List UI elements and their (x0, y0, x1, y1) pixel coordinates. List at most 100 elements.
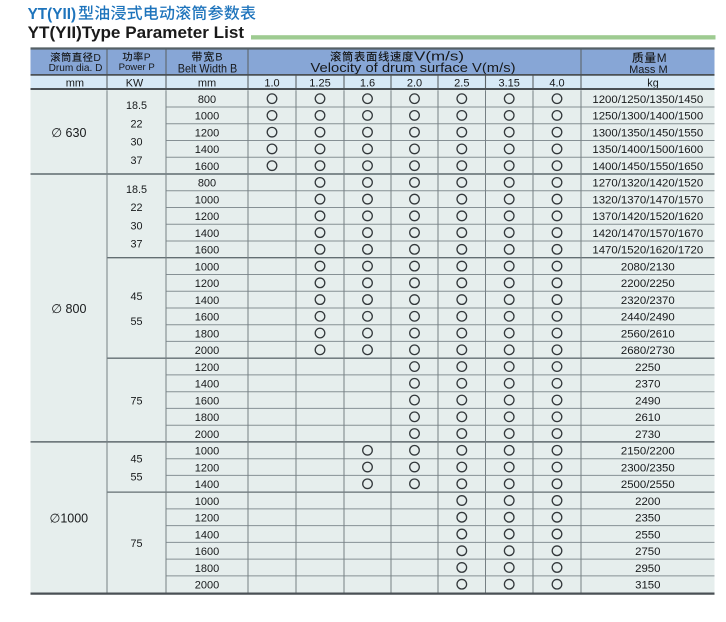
svg-text:4.0: 4.0 (549, 77, 564, 89)
svg-text:1400: 1400 (195, 295, 219, 307)
svg-text:Drum dia. D: Drum dia. D (49, 63, 103, 74)
svg-text:2200: 2200 (635, 496, 660, 508)
svg-text:75: 75 (130, 396, 142, 408)
svg-text:2300/2350: 2300/2350 (621, 462, 675, 474)
svg-text:2560/2610: 2560/2610 (621, 328, 675, 340)
svg-text:kg: kg (647, 77, 658, 89)
svg-text:V(m/s): V(m/s) (414, 49, 464, 64)
svg-text:1200: 1200 (195, 513, 219, 525)
svg-text:55: 55 (130, 316, 142, 328)
svg-text:2680/2730: 2680/2730 (621, 345, 675, 357)
svg-text:37: 37 (130, 239, 142, 251)
svg-text:2250: 2250 (635, 362, 660, 374)
svg-text:1250/1300/1400/1500: 1250/1300/1400/1500 (592, 111, 703, 123)
svg-text:mm: mm (198, 77, 216, 89)
svg-text:1420/1470/1570/1670: 1420/1470/1570/1670 (592, 228, 703, 240)
svg-text:2.0: 2.0 (407, 77, 422, 89)
svg-text:1800: 1800 (195, 328, 219, 340)
svg-text:1270/1320/1420/1520: 1270/1320/1420/1520 (592, 178, 703, 190)
svg-text:2080/2130: 2080/2130 (621, 261, 675, 273)
svg-text:∅ 630: ∅ 630 (51, 126, 86, 140)
svg-text:1800: 1800 (195, 412, 219, 424)
svg-text:1600: 1600 (195, 245, 219, 257)
svg-text:KW: KW (126, 77, 144, 89)
svg-text:2350: 2350 (635, 513, 660, 525)
svg-text:P: P (144, 52, 151, 63)
svg-text:1000: 1000 (195, 111, 219, 123)
svg-text:2610: 2610 (635, 412, 660, 424)
svg-text:800: 800 (198, 94, 216, 106)
svg-text:1000: 1000 (195, 261, 219, 273)
svg-text:1400: 1400 (195, 228, 219, 240)
svg-text:37: 37 (130, 155, 142, 167)
svg-text:Power P: Power P (119, 62, 155, 73)
svg-text:75: 75 (130, 538, 142, 550)
svg-text:1.25: 1.25 (309, 77, 330, 89)
svg-text:2150/2200: 2150/2200 (621, 446, 675, 458)
svg-text:2370: 2370 (635, 379, 660, 391)
svg-text:1600: 1600 (195, 546, 219, 558)
svg-text:1400: 1400 (195, 529, 219, 541)
svg-text:22: 22 (130, 202, 142, 214)
svg-text:1470/1520/1620/1720: 1470/1520/1620/1720 (592, 245, 703, 257)
svg-text:1200: 1200 (195, 278, 219, 290)
svg-text:1000: 1000 (195, 496, 219, 508)
svg-text:1800: 1800 (195, 563, 219, 575)
svg-text:mm: mm (66, 77, 84, 89)
svg-text:22: 22 (130, 118, 142, 130)
svg-text:1320/1370/1470/1570: 1320/1370/1470/1570 (592, 194, 703, 206)
svg-text:2750: 2750 (635, 546, 660, 558)
svg-text:1200: 1200 (195, 362, 219, 374)
svg-text:1000: 1000 (195, 194, 219, 206)
svg-text:2000: 2000 (195, 580, 219, 592)
svg-text:2490: 2490 (635, 395, 660, 407)
svg-text:Velocity of drum surface V(m/s: Velocity of drum surface V(m/s) (311, 60, 516, 75)
svg-text:1600: 1600 (195, 161, 219, 173)
svg-text:2000: 2000 (195, 345, 219, 357)
svg-text:2730: 2730 (635, 429, 660, 441)
svg-text:1400: 1400 (195, 379, 219, 391)
svg-text:2500/2550: 2500/2550 (621, 479, 675, 491)
svg-text:1200: 1200 (195, 211, 219, 223)
svg-text:1600: 1600 (195, 395, 219, 407)
svg-text:1.6: 1.6 (360, 77, 375, 89)
svg-text:1400: 1400 (195, 144, 219, 156)
svg-text:55: 55 (130, 472, 142, 484)
svg-text:1.0: 1.0 (264, 77, 279, 89)
svg-text:3150: 3150 (635, 580, 660, 592)
svg-text:30: 30 (130, 137, 142, 149)
svg-text:2440/2490: 2440/2490 (621, 312, 675, 324)
svg-text:1300/1350/1450/1550: 1300/1350/1450/1550 (592, 128, 703, 140)
svg-text:Mass M: Mass M (629, 64, 668, 76)
svg-text:2000: 2000 (195, 429, 219, 441)
svg-text:1370/1420/1520/1620: 1370/1420/1520/1620 (592, 211, 703, 223)
svg-text:18.5: 18.5 (126, 100, 147, 112)
svg-text:800: 800 (198, 178, 216, 190)
svg-text:1200/1250/1350/1450: 1200/1250/1350/1450 (592, 94, 703, 106)
svg-text:18.5: 18.5 (126, 184, 147, 196)
svg-text:2.5: 2.5 (454, 77, 469, 89)
svg-text:YT(YII): YT(YII) (28, 6, 77, 23)
svg-text:30: 30 (130, 220, 142, 232)
svg-text:2320/2370: 2320/2370 (621, 295, 675, 307)
svg-text:∅1000: ∅1000 (49, 511, 88, 525)
svg-text:45: 45 (130, 291, 142, 303)
svg-text:YT(YII)Type Parameter List: YT(YII)Type Parameter List (28, 23, 245, 42)
svg-text:2950: 2950 (635, 563, 660, 575)
svg-text:1350/1400/1500/1600: 1350/1400/1500/1600 (592, 144, 703, 156)
svg-text:M: M (657, 51, 667, 65)
svg-text:1200: 1200 (195, 128, 219, 140)
svg-text:1000: 1000 (195, 446, 219, 458)
svg-text:B: B (215, 52, 222, 64)
svg-text:∅ 800: ∅ 800 (51, 302, 86, 316)
svg-text:1200: 1200 (195, 462, 219, 474)
svg-text:2200/2250: 2200/2250 (621, 278, 675, 290)
svg-text:D: D (93, 53, 101, 64)
svg-text:45: 45 (130, 453, 142, 465)
svg-text:1400/1450/1550/1650: 1400/1450/1550/1650 (592, 161, 703, 173)
svg-text:Belt Width B: Belt Width B (178, 62, 238, 75)
svg-text:1600: 1600 (195, 312, 219, 324)
svg-text:1400: 1400 (195, 479, 219, 491)
svg-text:3.15: 3.15 (498, 77, 519, 89)
svg-text:2550: 2550 (635, 529, 660, 541)
